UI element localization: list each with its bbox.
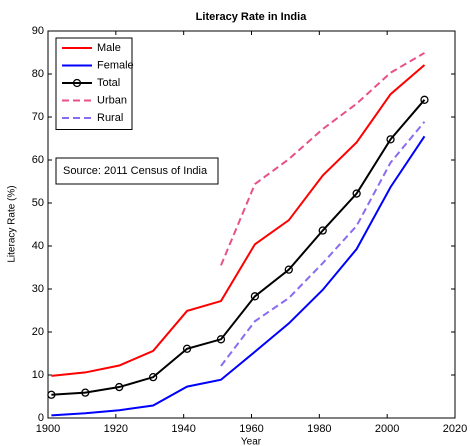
series-line (51, 99, 426, 396)
y-tick-label: 80 (32, 68, 44, 80)
x-tick-label: 1940 (171, 423, 195, 435)
data-point (352, 189, 361, 198)
y-axis-label: Literacy Rate (%) (7, 185, 18, 262)
legend-marker (72, 78, 82, 88)
data-point (318, 226, 327, 235)
y-tick-label: 60 (32, 154, 44, 166)
legend-label: Male (97, 42, 121, 54)
annotation-box (55, 157, 219, 185)
data-point (182, 344, 192, 353)
y-tick-label: 50 (32, 197, 44, 209)
data-point (284, 265, 293, 274)
y-tick-label: 90 (32, 25, 44, 37)
series-line (220, 121, 426, 367)
x-tick-label: 2020 (443, 423, 467, 435)
y-tick-label: 30 (32, 283, 44, 295)
x-tick-label: 1960 (239, 423, 263, 435)
data-point (115, 382, 124, 392)
y-tick-label: 20 (32, 326, 44, 338)
data-point (250, 292, 260, 301)
series-line (220, 52, 425, 266)
y-tick-label: 10 (32, 369, 44, 381)
x-tick-label: 1980 (307, 423, 331, 435)
x-axis-label: Year (241, 437, 262, 446)
legend-label: Rural (97, 112, 123, 124)
data-point (216, 335, 226, 344)
legend-label: Total (97, 77, 120, 89)
y-tick-label: 70 (32, 111, 44, 123)
annotation: Source: 2011 Census of India (63, 165, 208, 177)
series-line (51, 64, 426, 377)
data-point (386, 135, 395, 144)
data-point (47, 390, 56, 399)
x-tick-label: 2000 (375, 423, 399, 435)
legend-label: Urban (97, 94, 127, 106)
x-tick-label: 1920 (104, 423, 128, 435)
series-line (51, 135, 426, 417)
data-point (420, 95, 429, 104)
chart-title: Literacy Rate in India (196, 11, 308, 23)
data-point (148, 372, 158, 382)
y-tick-label: 40 (32, 240, 44, 252)
x-tick-label: 1900 (36, 423, 60, 435)
legend-label: Female (97, 59, 134, 71)
y-tick-label: 0 (38, 412, 44, 424)
data-point (81, 388, 90, 397)
